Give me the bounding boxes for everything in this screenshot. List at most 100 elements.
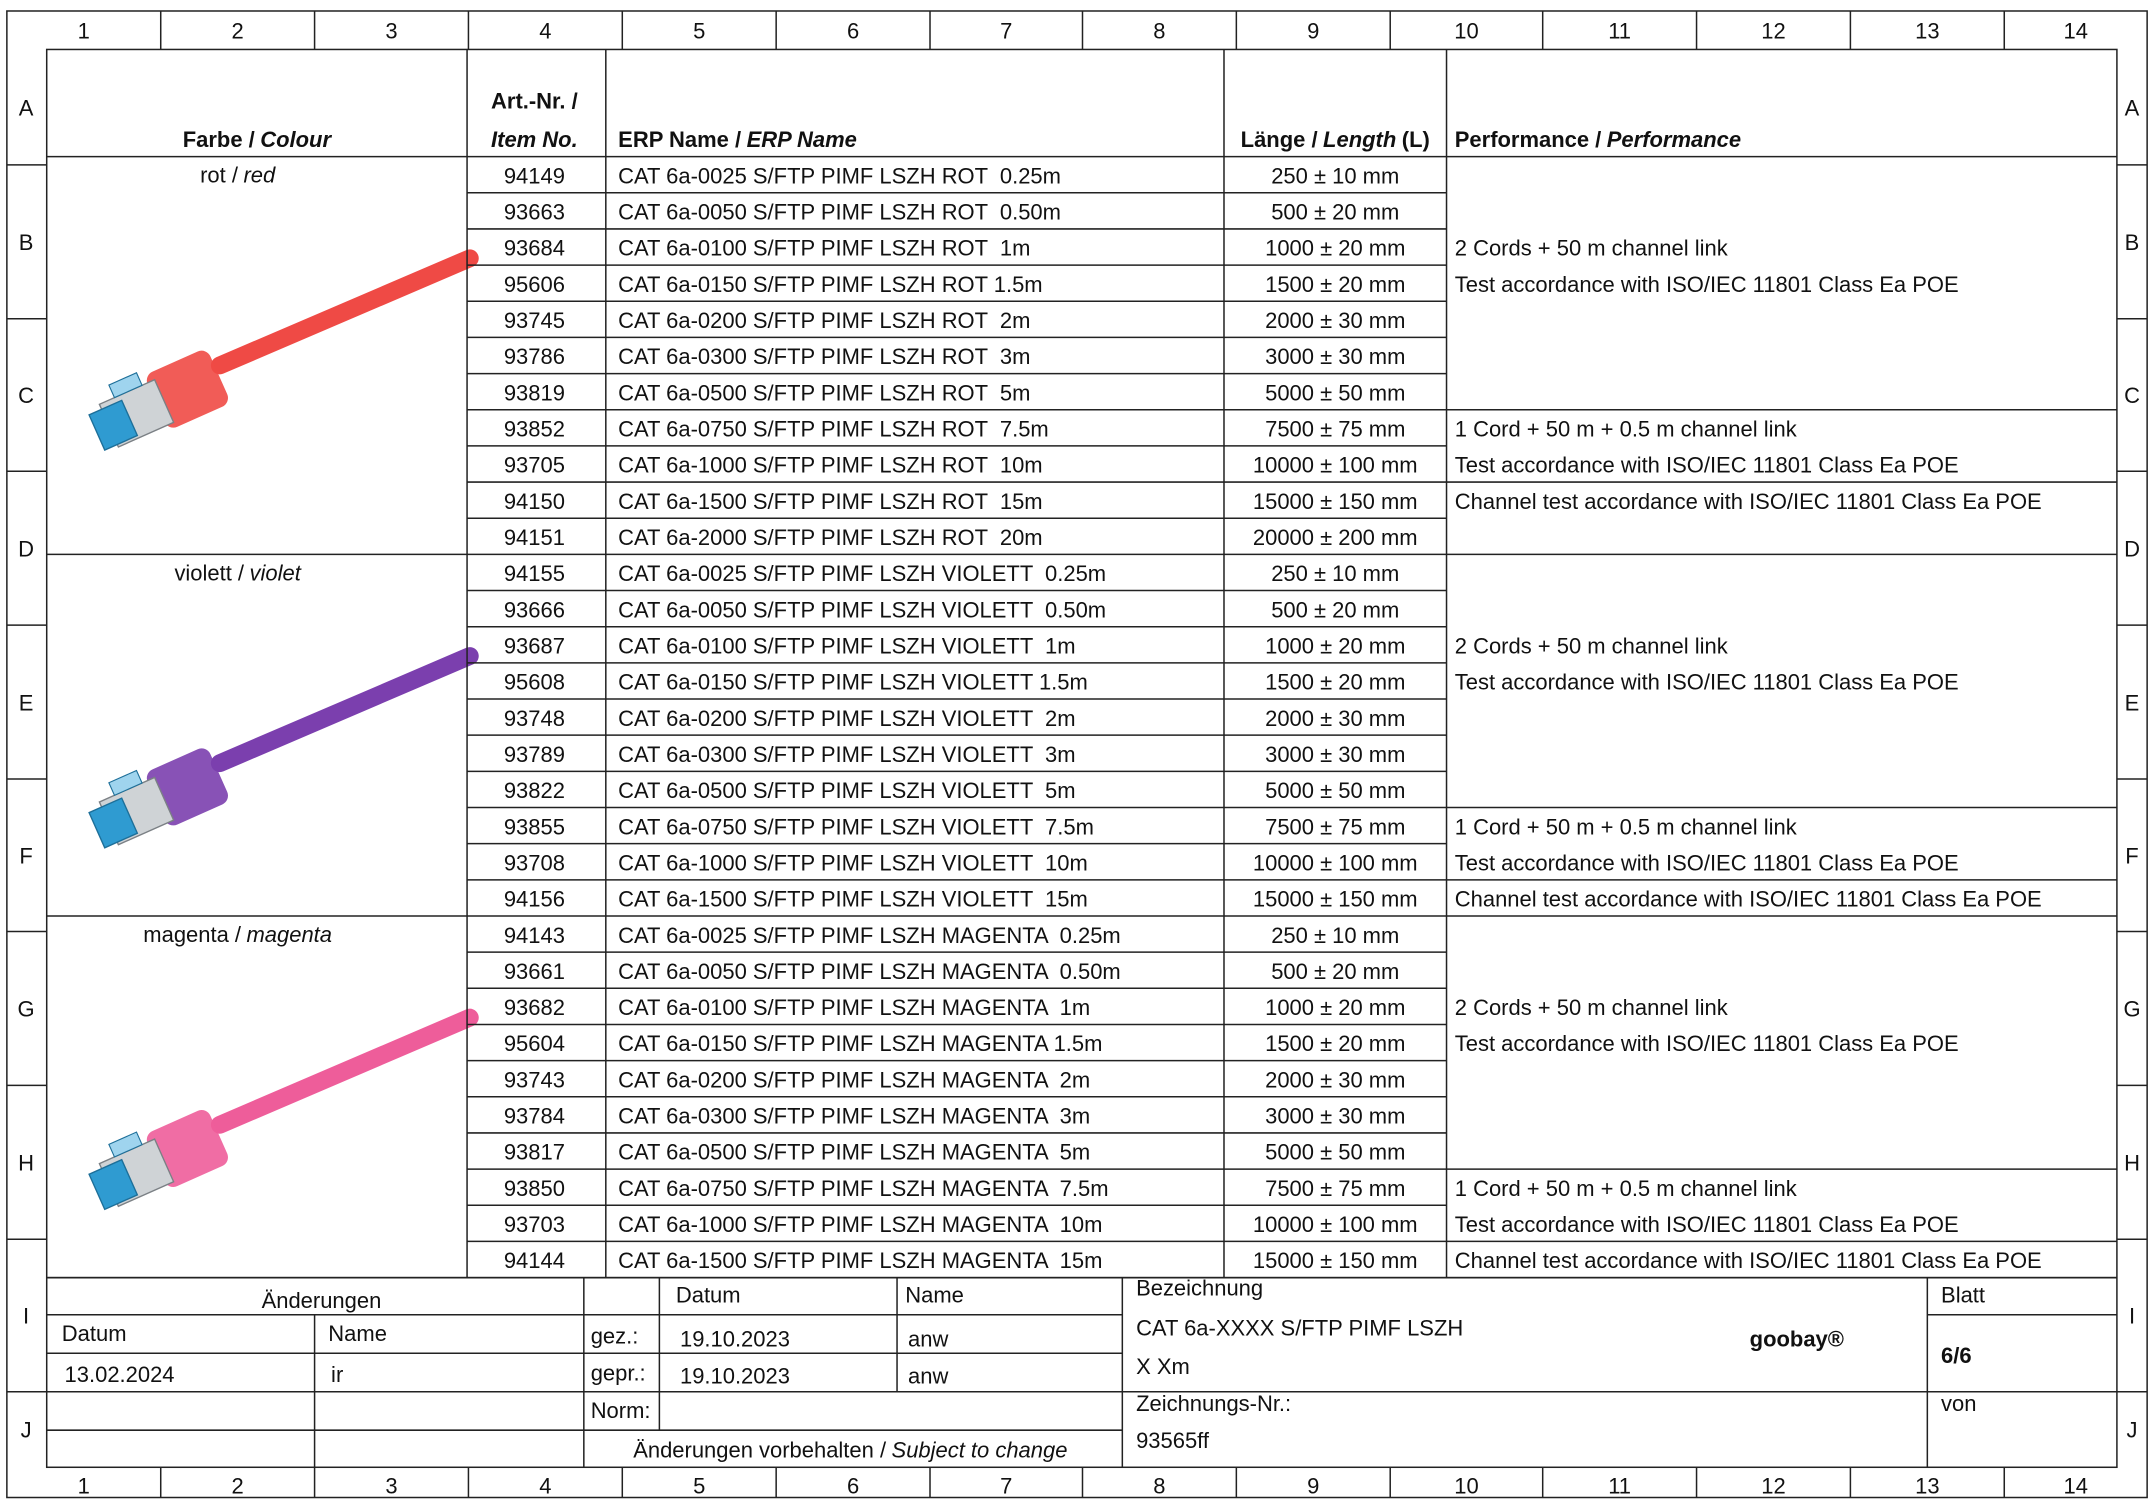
erp-name: CAT 6a-1000 S/FTP PIMF LSZH ROT 10m <box>618 453 1042 478</box>
erp-name: CAT 6a-1000 S/FTP PIMF LSZH VIOLETT 10m <box>618 850 1088 875</box>
erp-name: CAT 6a-0300 S/FTP PIMF LSZH MAGENTA 3m <box>618 1104 1090 1129</box>
performance-note: Test accordance with ISO/IEC 11801 Class… <box>1455 850 1959 875</box>
item-number: 94156 <box>504 887 565 912</box>
length: 15000 ± 150 mm <box>1253 489 1418 514</box>
erp-name: CAT 6a-0750 S/FTP PIMF LSZH VIOLETT 7.5m <box>618 814 1094 839</box>
column-number: 12 <box>1761 1473 1785 1498</box>
erp-name: CAT 6a-0050 S/FTP PIMF LSZH ROT 0.50m <box>618 200 1061 225</box>
column-number: 11 <box>1608 18 1631 43</box>
item-number: 95604 <box>504 1031 565 1056</box>
length: 1500 ± 20 mm <box>1265 1031 1405 1056</box>
length: 500 ± 20 mm <box>1271 959 1399 984</box>
length: 2000 ± 30 mm <box>1265 706 1405 731</box>
length: 250 ± 10 mm <box>1271 163 1399 188</box>
header-length-part: (L) <box>1402 127 1430 152</box>
colour-label: violett / violet <box>174 560 301 585</box>
length: 250 ± 10 mm <box>1271 561 1399 586</box>
colour-label-part: violet <box>250 560 302 585</box>
length: 10000 ± 100 mm <box>1253 850 1418 875</box>
performance-note: 2 Cords + 50 m channel link <box>1455 995 1729 1020</box>
row-letter: A <box>2125 95 2140 120</box>
erp-name: CAT 6a-0150 S/FTP PIMF LSZH MAGENTA 1.5m <box>618 1031 1102 1056</box>
item-number: 93850 <box>504 1176 565 1201</box>
item-number: 94143 <box>504 923 565 948</box>
row-letter: J <box>2127 1418 2138 1443</box>
erp-name: CAT 6a-1500 S/FTP PIMF LSZH MAGENTA 15m <box>618 1248 1102 1273</box>
erp-name: CAT 6a-0150 S/FTP PIMF LSZH VIOLETT 1.5m <box>618 670 1088 695</box>
performance-note: Test accordance with ISO/IEC 11801 Class… <box>1455 1212 1959 1237</box>
logo: goobay® <box>1750 1326 1844 1351</box>
item-number: 95606 <box>504 272 565 297</box>
column-number: 5 <box>693 1473 705 1498</box>
header-length-part: Length <box>1323 127 1396 152</box>
header-performance-part: Performance <box>1607 127 1741 152</box>
column-number: 1 <box>78 1473 90 1498</box>
length: 5000 ± 50 mm <box>1265 778 1405 803</box>
erp-name: CAT 6a-0200 S/FTP PIMF LSZH ROT 2m <box>618 308 1030 333</box>
length: 1500 ± 20 mm <box>1265 272 1405 297</box>
row-letter: B <box>19 230 34 255</box>
row-letter: E <box>2125 690 2140 715</box>
column-number: 9 <box>1307 1473 1319 1498</box>
item-number: 93855 <box>504 814 565 839</box>
change-note: Änderungen vorbehalten / Subject to chang… <box>633 1438 1067 1463</box>
changes-header: Name <box>328 1321 387 1346</box>
item-number: 94144 <box>504 1248 565 1273</box>
row-letter: J <box>21 1418 32 1443</box>
approval-date: 19.10.2023 <box>680 1363 790 1388</box>
erp-name: CAT 6a-1500 S/FTP PIMF LSZH ROT 15m <box>618 489 1042 514</box>
drawing-no-label: Zeichnungs-Nr.: <box>1136 1391 1291 1416</box>
length: 3000 ± 30 mm <box>1265 1104 1405 1129</box>
designation-label: Bezeichnung <box>1136 1276 1263 1301</box>
performance-note: Channel test accordance with ISO/IEC 118… <box>1455 1248 2042 1273</box>
header-erp: ERP Name / ERP Name <box>618 127 857 152</box>
item-number: 93745 <box>504 308 565 333</box>
item-number: 93786 <box>504 344 565 369</box>
column-number: 4 <box>539 1473 551 1498</box>
designation: CAT 6a-XXXX S/FTP PIMF LSZH <box>1136 1315 1463 1340</box>
performance-note: Channel test accordance with ISO/IEC 118… <box>1455 489 2042 514</box>
performance-note: 1 Cord + 50 m + 0.5 m channel link <box>1455 814 1798 839</box>
changes-title: Änderungen <box>262 1288 382 1313</box>
row-letter: H <box>2124 1151 2140 1176</box>
length: 1000 ± 20 mm <box>1265 995 1405 1020</box>
header-item: Item No. <box>491 127 578 152</box>
item-number: 93819 <box>504 380 565 405</box>
colour-label: magenta / magenta <box>143 922 332 947</box>
item-number: 93687 <box>504 633 565 658</box>
colour-label-part: rot / <box>200 163 239 188</box>
performance-note: 1 Cord + 50 m + 0.5 m channel link <box>1455 1176 1798 1201</box>
erp-name: CAT 6a-0100 S/FTP PIMF LSZH MAGENTA 1m <box>618 995 1090 1020</box>
column-number: 13 <box>1915 1473 1939 1498</box>
column-number: 1 <box>78 18 90 43</box>
performance-note: Channel test accordance with ISO/IEC 118… <box>1455 887 2042 912</box>
row-letter: C <box>2124 383 2140 408</box>
erp-name: CAT 6a-0150 S/FTP PIMF LSZH ROT 1.5m <box>618 272 1042 297</box>
row-letter: E <box>19 690 34 715</box>
item-number: 94149 <box>504 163 565 188</box>
performance-note: 1 Cord + 50 m + 0.5 m channel link <box>1455 417 1798 442</box>
row-letter: F <box>19 843 32 868</box>
erp-name: CAT 6a-1500 S/FTP PIMF LSZH VIOLETT 15m <box>618 887 1088 912</box>
column-number: 2 <box>232 18 244 43</box>
length: 1000 ± 20 mm <box>1265 633 1405 658</box>
column-number: 12 <box>1761 18 1785 43</box>
item-number: 94155 <box>504 561 565 586</box>
item-number: 93822 <box>504 778 565 803</box>
change-date: 13.02.2024 <box>65 1362 175 1387</box>
row-letter: G <box>2123 997 2140 1022</box>
column-number: 7 <box>1000 18 1012 43</box>
row-letter: D <box>2124 536 2140 561</box>
approval-label: gez.: <box>591 1324 639 1349</box>
performance-note: Test accordance with ISO/IEC 11801 Class… <box>1455 272 1959 297</box>
length: 3000 ± 30 mm <box>1265 742 1405 767</box>
item-number: 93666 <box>504 597 565 622</box>
erp-name: CAT 6a-0500 S/FTP PIMF LSZH ROT 5m <box>618 380 1030 405</box>
erp-name: CAT 6a-1000 S/FTP PIMF LSZH MAGENTA 10m <box>618 1212 1102 1237</box>
length: 2000 ± 30 mm <box>1265 1067 1405 1092</box>
item-number: 93684 <box>504 236 565 261</box>
erp-name: CAT 6a-0750 S/FTP PIMF LSZH MAGENTA 7.5m <box>618 1176 1108 1201</box>
header-colour: Farbe / Colour <box>183 127 333 152</box>
approval-header: Name <box>905 1282 964 1307</box>
